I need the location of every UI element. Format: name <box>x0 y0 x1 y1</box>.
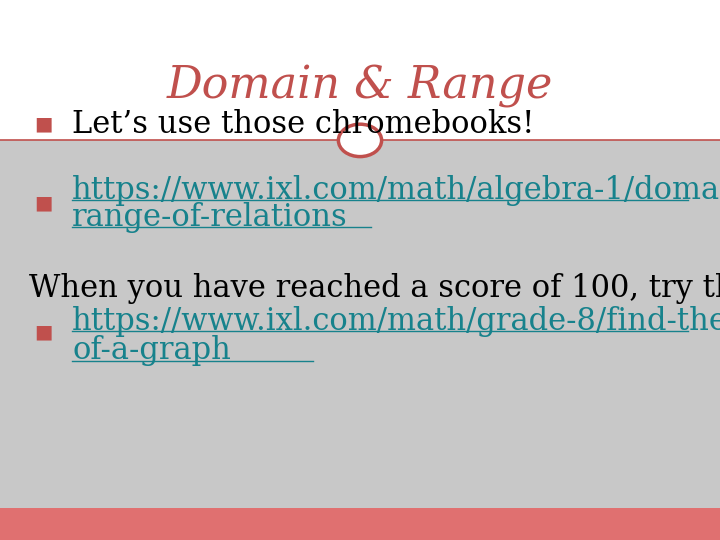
Text: range-of-relations: range-of-relations <box>72 201 348 233</box>
Text: https://www.ixl.com/math/grade-8/find-the-slope-: https://www.ixl.com/math/grade-8/find-th… <box>72 306 720 337</box>
FancyBboxPatch shape <box>0 508 720 540</box>
Text: ■: ■ <box>34 322 53 342</box>
FancyBboxPatch shape <box>0 0 720 140</box>
Text: ■: ■ <box>34 193 53 212</box>
Text: ■: ■ <box>34 114 53 134</box>
Text: Domain & Range: Domain & Range <box>167 65 553 108</box>
Text: Let’s use those chromebooks!: Let’s use those chromebooks! <box>72 109 534 140</box>
Text: of-a-graph: of-a-graph <box>72 335 231 367</box>
Text: https://www.ixl.com/math/algebra-1/domain-and-: https://www.ixl.com/math/algebra-1/domai… <box>72 174 720 206</box>
FancyBboxPatch shape <box>0 140 720 508</box>
Text: When you have reached a score of 100, try this: When you have reached a score of 100, tr… <box>29 273 720 305</box>
Circle shape <box>338 124 382 157</box>
